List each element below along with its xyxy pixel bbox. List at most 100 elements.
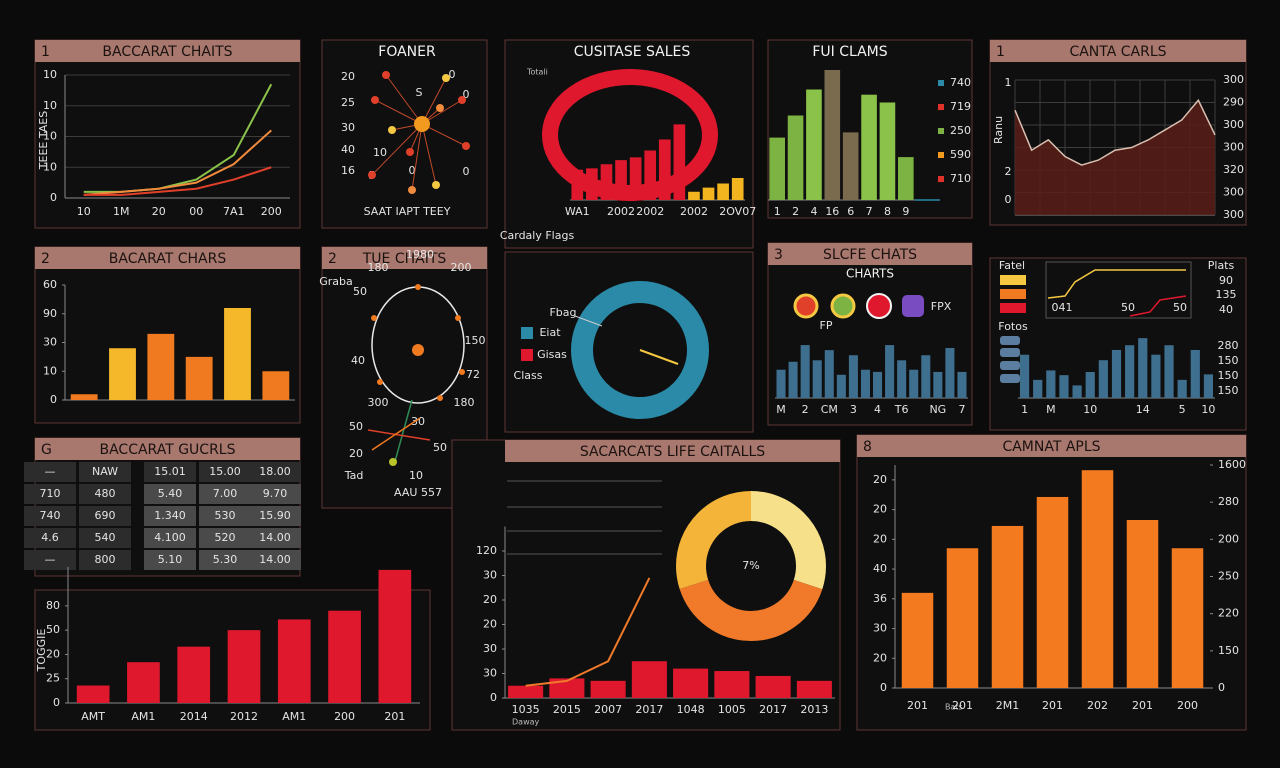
y-tick-label: 220 — [1218, 607, 1239, 620]
table-cell — [249, 484, 301, 504]
bar — [1164, 345, 1174, 398]
panel-header — [857, 435, 1246, 457]
label: 041 — [1052, 301, 1073, 314]
table-header-cell — [79, 462, 131, 482]
y-tick-label: 10 — [43, 130, 57, 143]
label: 72 — [466, 368, 480, 381]
bar — [277, 619, 311, 703]
x-tick-label: 10 — [1083, 403, 1097, 416]
bar — [842, 132, 859, 200]
panel-title: BACCARAT GUCRLS — [99, 442, 235, 458]
bar — [70, 394, 98, 400]
y-axis-label: Ranu — [992, 116, 1005, 144]
panel-title: CUSITASE SALES — [574, 44, 691, 60]
x-tick-label: 2002 — [607, 205, 635, 218]
icon-pie — [793, 293, 819, 319]
label: Fbag — [549, 306, 576, 319]
table-cell-text: 740 — [40, 509, 61, 522]
legend-swatch — [938, 152, 944, 158]
table-cell-text: 5.30 — [213, 553, 238, 566]
table-cell-text: 9.70 — [263, 487, 288, 500]
panel-number: 2 — [41, 251, 50, 267]
bar — [1151, 354, 1161, 398]
legend-label: 590 — [950, 148, 971, 161]
x-tick-label: 7A1 — [223, 205, 245, 218]
y-tick-label: 0 — [490, 691, 497, 704]
line — [525, 577, 651, 687]
bar — [644, 150, 657, 200]
x-tick-label: 200 — [261, 205, 282, 218]
x-tick-label: 200 — [1177, 699, 1198, 712]
y-tick-label: 30 — [43, 336, 57, 349]
y-tick-label: 250 — [1218, 570, 1239, 583]
table-cell — [79, 484, 131, 504]
table-cell — [24, 528, 76, 548]
x-tick-label: AM1 — [131, 710, 155, 723]
label: Graba — [319, 275, 353, 288]
label: 150 — [1218, 369, 1239, 382]
node — [368, 171, 376, 179]
y-tick-label: 280 — [1218, 495, 1239, 508]
x-tick-label: 4 — [810, 205, 817, 218]
bar — [1138, 338, 1148, 398]
label: 10 — [373, 146, 387, 159]
bar — [1046, 370, 1056, 398]
x-tick-label: 2 — [792, 205, 799, 218]
panel-header — [35, 40, 300, 62]
bar — [673, 668, 709, 698]
table-cell — [144, 484, 196, 504]
y-tick-label: 0 — [1218, 681, 1225, 694]
y-tick-label: 300 — [1223, 208, 1244, 221]
bar — [1059, 375, 1069, 398]
label: 10 — [409, 469, 423, 482]
y-tick-label: 25 — [46, 672, 60, 685]
y-tick-label: 300 — [1223, 73, 1244, 86]
y-tick-label: 290 — [1223, 96, 1244, 109]
panel-header — [322, 247, 487, 269]
x-tick-label: 201 — [1042, 699, 1063, 712]
y-tick-label: 0 — [50, 393, 57, 406]
chip — [1000, 275, 1026, 285]
y-tick-label: 0 — [50, 191, 57, 204]
footer: Cardaly Flags — [500, 229, 575, 242]
legend-label: 710 — [950, 172, 971, 185]
label: 50 — [1121, 301, 1135, 314]
x-tick-label: 8 — [884, 205, 891, 218]
legend-swatch — [521, 349, 533, 361]
table-cell — [24, 506, 76, 526]
panel-header — [35, 438, 300, 460]
label: 1980 — [406, 248, 434, 261]
x-tick-label: 2OV07 — [719, 205, 756, 218]
node — [442, 74, 450, 82]
bar — [717, 183, 729, 200]
panel-title: CANTA CARLS — [1069, 44, 1166, 60]
x-tick-label: 16 — [825, 205, 839, 218]
connector — [385, 74, 423, 125]
bar — [1019, 354, 1030, 398]
y-tick-label: 200 — [1218, 532, 1239, 545]
inset-line — [1047, 269, 1186, 299]
bar — [812, 360, 822, 398]
gauge-line — [371, 417, 421, 451]
y-tick-label: 300 — [1223, 118, 1244, 131]
table-header: — — [45, 465, 56, 478]
label: 0 — [409, 164, 416, 177]
connector — [421, 123, 467, 147]
table-cell — [249, 506, 301, 526]
legend-swatch — [938, 104, 944, 110]
bar — [1125, 345, 1135, 398]
label: 135 — [1216, 288, 1237, 301]
y-tick-label: 0 — [53, 696, 60, 709]
label: Fotos — [998, 320, 1028, 333]
table-cell — [24, 484, 76, 504]
bar — [787, 115, 804, 200]
bar — [769, 137, 785, 200]
x-tick-label: 1035 — [512, 703, 540, 716]
x-tick-label: 2015 — [553, 703, 581, 716]
bar — [788, 361, 798, 398]
table-cell-text: 690 — [95, 509, 116, 522]
label: Class — [514, 369, 543, 382]
bar — [731, 178, 744, 200]
chip — [1000, 348, 1020, 357]
label: Eiat — [539, 326, 561, 339]
